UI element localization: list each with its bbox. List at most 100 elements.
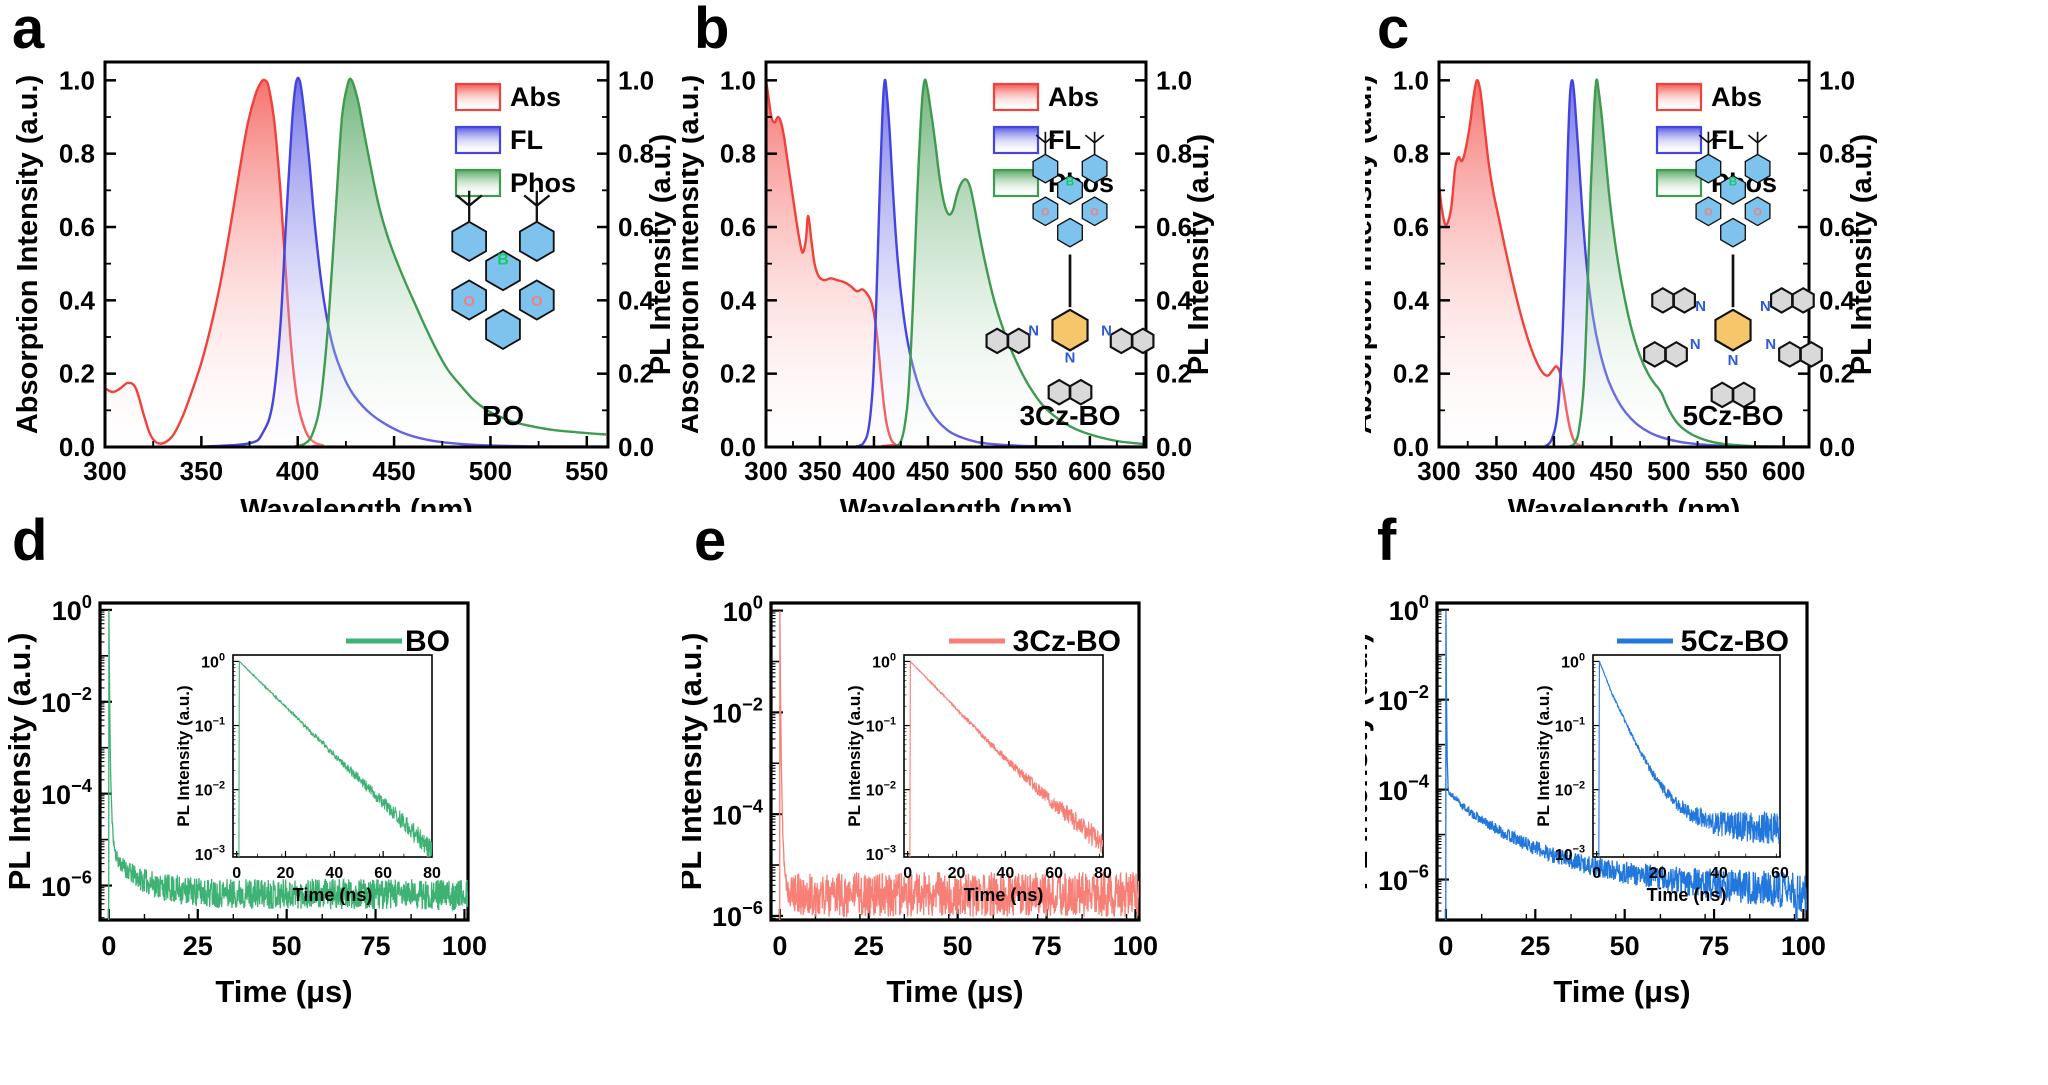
chart-decay-5czbo: 0 25 50 75 100 100 10−2 10−4 10−6 Time (μs) PL Int… xyxy=(1365,591,1826,1009)
molecule-ring xyxy=(1081,196,1108,227)
x-tick-label: 100 xyxy=(442,931,487,961)
y-left-tick-label: 0.0 xyxy=(1393,432,1429,462)
atom-label-nitrogen: N xyxy=(1065,351,1076,367)
atom-label-nitrogen: N xyxy=(1760,299,1771,315)
atom-label-oxygen: O xyxy=(1753,206,1761,218)
molecule-ring xyxy=(1069,378,1093,406)
molecule-ring xyxy=(1791,287,1815,314)
molecule-ring xyxy=(1643,341,1667,368)
y-tick-label: 10−2 xyxy=(195,780,225,800)
panel-a: a 300 350 400 450 500 550 0.0 0.0 0.2 0.2 0.4 0.4 0.… xyxy=(0,0,682,512)
plot-frame xyxy=(103,60,610,449)
legend-swatch-phos xyxy=(454,168,502,198)
x-tick-label: 50 xyxy=(272,931,302,961)
series-fill-phos xyxy=(893,79,1144,447)
series-line-phos xyxy=(293,77,607,447)
y-tick-label: 10−2 xyxy=(712,694,763,729)
atom-label-nitrogen: N xyxy=(1101,324,1112,340)
legend-label-fl: FL xyxy=(1048,125,1081,155)
y-left-tick-label: 0.8 xyxy=(720,139,756,169)
y-axis-title: PL Intensity (a.u.) xyxy=(2,633,37,891)
molecule-ring xyxy=(1672,287,1697,314)
chart-decay-bo: 0 25 50 75 100 100 10−2 10−4 10−6 Time (μs) PL Int… xyxy=(2,591,487,1009)
legend-label: 5Cz-BO xyxy=(1681,625,1789,658)
y-left-tick-label: 0.4 xyxy=(720,285,757,315)
x-tick-label: 550 xyxy=(1014,456,1057,486)
legend-label-abs: Abs xyxy=(1048,82,1099,112)
y-axis-title-right: PL Intensity (a.u.) xyxy=(645,134,677,375)
y-tick-label: 10−3 xyxy=(866,844,896,864)
legend-swatch-abs xyxy=(454,82,502,112)
molecule-ring xyxy=(1131,327,1155,355)
y-right-tick-label: 0.4 xyxy=(1156,285,1193,315)
x-tick-label: 20 xyxy=(1649,865,1667,882)
atom-label-oxygen: O xyxy=(1041,206,1049,218)
legend-label-abs: Abs xyxy=(510,82,561,112)
legend-swatch-fl xyxy=(992,125,1040,155)
panel-letter-c: c xyxy=(1377,0,1410,61)
y-tick-label: 100 xyxy=(1389,591,1429,626)
atom-label-nitrogen: N xyxy=(1690,337,1701,353)
atom-label-nitrogen: N xyxy=(1695,299,1706,315)
y-right-tick-label: 0.0 xyxy=(618,432,654,462)
y-tick-label: 10−2 xyxy=(1555,780,1585,800)
molecule-ring xyxy=(1799,341,1823,368)
x-tick-label: 0 xyxy=(772,931,787,961)
y-tick-label: 10−1 xyxy=(1555,715,1585,735)
legend-label: 3Cz-BO xyxy=(1013,625,1121,658)
series-fill-abs xyxy=(766,80,1144,447)
y-right-tick-label: 0.6 xyxy=(618,212,654,242)
x-tick-label: 0 xyxy=(101,931,116,961)
panel-letter-f: f xyxy=(1377,508,1397,573)
molecule-ring xyxy=(1732,381,1756,409)
molecule-ring xyxy=(1720,174,1746,205)
molecule-ring xyxy=(1744,196,1771,227)
series-area-group xyxy=(766,78,1144,447)
y-axis-title-left: Absorption Intensity (a.u.) xyxy=(682,75,705,434)
x-tick-label: 450 xyxy=(906,456,949,486)
y-left-tick-label: 0.6 xyxy=(720,212,756,242)
x-tick-label: 50 xyxy=(943,931,973,961)
series-fill-phos xyxy=(1568,79,1807,447)
atom-label-oxygen: O xyxy=(1704,206,1712,218)
series-group xyxy=(779,610,1139,920)
plot-frame xyxy=(232,654,433,858)
y-axis-title-right: PL Intensity (a.u.) xyxy=(1846,134,1878,375)
panel-f: f 0 25 50 75 100 100 10−2 10−4 10−6 Time (μs) PL I… xyxy=(1365,512,2048,1085)
x-tick-label: 400 xyxy=(276,456,319,486)
legend-swatch-fl xyxy=(1655,125,1703,155)
y-left-tick-label: 0.0 xyxy=(59,432,95,462)
molecule-ring xyxy=(1032,196,1059,227)
y-tick-label: 10−2 xyxy=(866,780,896,800)
x-tick-label: 0 xyxy=(903,865,912,882)
atom-label-boron: B xyxy=(497,250,509,268)
tbu-group xyxy=(1084,131,1105,155)
x-axis-title: Time (μs) xyxy=(1553,974,1690,1009)
series-fill-phos xyxy=(293,78,607,447)
plot-frame xyxy=(1437,60,1811,449)
x-tick-label: 350 xyxy=(180,456,223,486)
x-tick-label: 75 xyxy=(1699,931,1729,961)
panel-letter-d: d xyxy=(12,508,48,573)
legend-swatch-fl xyxy=(454,125,502,155)
panel-c: c 300 350 400 450 500 550 600 0.0 0.0 0.2 0.2 0.4 0.… xyxy=(1365,0,2048,512)
tbu-group xyxy=(1698,131,1719,155)
x-tick-label: 25 xyxy=(183,931,213,961)
atom-label-nitrogen: N xyxy=(1028,324,1039,340)
y-tick-label: 10−4 xyxy=(41,775,93,810)
atom-label-boron: B xyxy=(1066,175,1074,188)
series-fill-fl xyxy=(855,79,1144,447)
atom-label-oxygen: O xyxy=(1090,206,1098,218)
atom-label-oxygen: O xyxy=(531,293,543,310)
legend-swatch-abs xyxy=(992,82,1040,112)
decay-trace-3cz-bo xyxy=(779,610,1139,920)
y-tick-label: 10−1 xyxy=(866,715,896,735)
legend-label-fl: FL xyxy=(510,125,543,155)
molecule-ring xyxy=(1744,153,1771,184)
molecule-ring xyxy=(1057,174,1083,205)
x-tick-label: 600 xyxy=(1068,456,1111,486)
molecule-ring xyxy=(1720,217,1746,248)
